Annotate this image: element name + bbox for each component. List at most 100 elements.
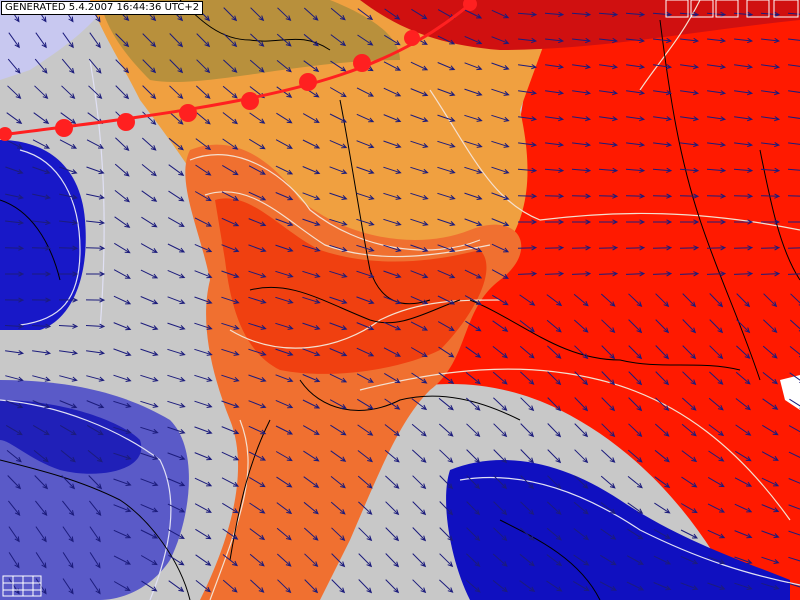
wind-arrow — [546, 554, 563, 567]
wind-arrow — [625, 193, 646, 199]
wind-arrow — [626, 116, 646, 122]
wind-arrow — [464, 192, 483, 200]
wind-arrow — [518, 116, 538, 122]
wind-arrow — [653, 219, 673, 225]
wind-arrow — [707, 219, 727, 225]
wind-arrow — [59, 166, 78, 175]
wind-arrow — [248, 191, 267, 201]
wind-arrow — [491, 269, 509, 279]
wind-arrow — [707, 476, 725, 488]
wind-arrow — [466, 501, 481, 516]
wind-arrow — [140, 478, 159, 487]
wind-arrow — [545, 141, 565, 148]
wind-arrow — [545, 116, 565, 122]
wind-arrow — [518, 219, 538, 225]
wind-arrow — [223, 7, 238, 22]
wind-arrow — [682, 345, 697, 360]
wind-arrow — [114, 216, 131, 228]
wind-arrow — [492, 320, 509, 332]
wind-arrow — [734, 141, 754, 148]
wind-arrow — [790, 293, 800, 306]
wind-arrow — [331, 579, 346, 594]
wind-arrow — [385, 475, 400, 489]
wind-arrow — [141, 216, 158, 228]
wind-arrow — [493, 423, 508, 438]
wind-arrow — [222, 112, 238, 125]
wind-arrow — [788, 64, 800, 67]
wind-arrow — [627, 449, 643, 463]
wind-arrow — [709, 293, 724, 308]
wind-arrow — [89, 552, 101, 569]
wind-arrow — [600, 293, 616, 307]
wind-arrow — [88, 475, 103, 490]
wind-arrow — [304, 579, 319, 594]
wind-arrow — [222, 85, 238, 99]
wind-arrow — [439, 579, 454, 593]
wind-arrow — [519, 294, 536, 306]
wind-arrow — [222, 554, 238, 567]
wind-arrow — [680, 529, 699, 539]
wind-arrow — [437, 140, 456, 148]
wind-arrow — [223, 59, 238, 73]
wind-arrow — [169, 33, 184, 48]
wind-arrows — [4, 6, 800, 595]
wind-arrow — [59, 424, 77, 436]
wind-arrow — [356, 244, 375, 252]
wind-arrow — [572, 64, 592, 70]
wind-arrow — [734, 530, 753, 539]
wind-arrow — [7, 58, 21, 74]
wind-arrow — [707, 503, 726, 513]
wind-arrow — [761, 530, 780, 539]
wind-arrow — [574, 371, 589, 386]
wind-arrow — [412, 527, 427, 542]
wind-arrow — [464, 9, 483, 19]
wind-arrow — [410, 321, 429, 331]
wind-arrow — [572, 116, 592, 122]
wind-arrow — [35, 552, 47, 569]
wind-arrow — [356, 270, 375, 278]
wind-arrow — [789, 319, 800, 332]
wind-arrow — [437, 321, 455, 331]
wind-arrow — [464, 218, 483, 227]
wind-arrow — [599, 581, 617, 591]
wind-arrow — [653, 90, 673, 96]
wind-arrow — [491, 166, 510, 174]
wind-arrow — [113, 426, 132, 434]
wind-arrow — [194, 296, 213, 304]
wind-arrow — [492, 294, 509, 306]
legend-boxes — [665, 0, 799, 18]
wind-arrow — [493, 527, 508, 541]
wind-arrow — [356, 296, 375, 305]
wind-arrow — [679, 193, 700, 199]
wind-arrow — [356, 192, 375, 200]
wind-arrow — [411, 8, 428, 20]
wind-arrow — [383, 321, 402, 331]
wind-arrow — [411, 449, 427, 463]
wind-arrow — [788, 504, 800, 510]
wind-arrow — [681, 476, 698, 488]
wind-arrow — [706, 271, 727, 277]
wind-arrow — [466, 449, 481, 464]
wind-arrow — [464, 244, 483, 253]
wind-arrow — [491, 88, 510, 96]
wind-arrow — [464, 140, 483, 148]
wind-arrow — [383, 114, 402, 123]
wind-arrow — [761, 116, 781, 122]
wind-arrow — [733, 271, 754, 277]
wind-arrow — [492, 371, 508, 385]
wind-arrow — [707, 529, 726, 539]
wind-arrow — [464, 295, 482, 305]
wind-arrow — [32, 375, 51, 382]
wind-arrow — [275, 139, 293, 149]
wind-arrow — [113, 478, 132, 486]
wind-arrow — [734, 556, 753, 565]
wind-arrow — [6, 450, 22, 463]
wind-arrow — [32, 166, 51, 175]
wind-arrow — [546, 319, 562, 333]
wind-arrow — [275, 322, 294, 330]
wind-arrow — [331, 527, 346, 541]
wind-arrow — [7, 85, 22, 99]
wind-arrow — [61, 58, 75, 74]
wind-arrow — [761, 37, 781, 44]
